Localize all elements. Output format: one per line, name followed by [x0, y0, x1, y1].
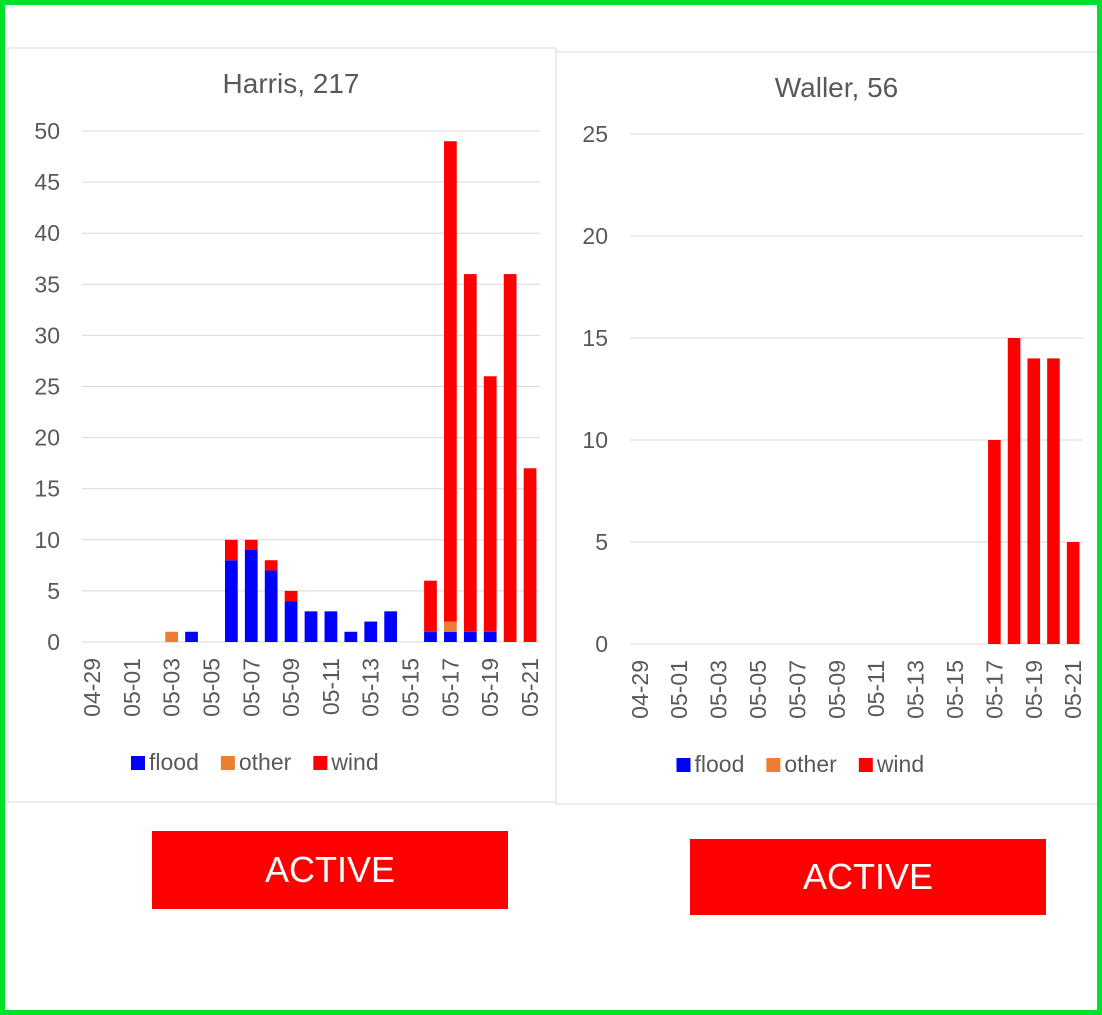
bar	[185, 631, 198, 642]
y-tick-label: 35	[34, 271, 60, 297]
bar	[1027, 358, 1041, 644]
x-tick-label: 05-13	[903, 660, 929, 719]
x-tick-label: 05-01	[666, 660, 692, 719]
y-tick-label: 10	[582, 427, 608, 453]
bar	[264, 570, 278, 642]
x-tick-label: 05-15	[942, 660, 968, 719]
bar	[503, 274, 517, 642]
x-tick-label: 05-07	[784, 660, 810, 719]
bar	[244, 550, 258, 642]
y-tick-label: 5	[47, 578, 60, 604]
bar	[1007, 338, 1021, 644]
legend-swatch	[676, 758, 691, 772]
x-tick-label: 05-21	[1060, 660, 1086, 719]
x-tick-label: 04-29	[79, 658, 105, 717]
legend-label: wind	[876, 751, 924, 777]
bar	[1066, 542, 1080, 644]
x-tick-label: 05-11	[863, 660, 889, 717]
x-tick-label: 05-09	[278, 658, 304, 717]
x-tick-label: 05-15	[398, 658, 424, 717]
y-tick-label: 20	[34, 425, 60, 451]
bar	[444, 631, 457, 642]
x-tick-label: 05-01	[119, 658, 145, 717]
y-tick-label: 15	[582, 325, 608, 351]
y-tick-label: 30	[34, 322, 60, 348]
bar	[424, 631, 437, 642]
bar	[324, 611, 338, 642]
bar	[224, 539, 238, 561]
x-tick-label: 05-17	[437, 658, 463, 717]
x-tick-label: 05-17	[981, 660, 1007, 719]
x-tick-label: 05-21	[517, 658, 543, 717]
bar	[988, 440, 1001, 644]
chart-title: Harris, 217	[223, 68, 360, 99]
legend-label: other	[784, 751, 837, 777]
bar	[244, 539, 258, 551]
y-tick-label: 10	[34, 527, 60, 553]
bar	[463, 631, 477, 642]
bar	[483, 631, 497, 642]
active-button[interactable]: ACTIVE	[152, 831, 508, 909]
bar	[384, 611, 398, 642]
x-tick-label: 05-19	[477, 658, 503, 717]
bar	[165, 631, 178, 642]
chart-panel	[555, 51, 1097, 805]
legend-label: flood	[695, 751, 745, 777]
bar	[364, 621, 378, 642]
y-tick-label: 50	[34, 118, 60, 144]
x-tick-label: 05-11	[318, 658, 344, 715]
x-tick-label: 05-13	[358, 658, 384, 717]
legend-swatch	[766, 758, 781, 772]
bar	[483, 376, 497, 632]
x-tick-label: 05-09	[824, 660, 850, 719]
active-button[interactable]: ACTIVE	[690, 839, 1046, 915]
bar	[284, 601, 298, 642]
legend-swatch	[858, 758, 873, 772]
x-tick-label: 05-03	[706, 660, 732, 719]
x-tick-label: 05-07	[238, 658, 264, 717]
legend-swatch	[220, 756, 235, 770]
bar	[264, 560, 278, 571]
legend-swatch	[313, 756, 328, 770]
y-tick-label: 0	[595, 631, 608, 657]
y-tick-label: 20	[582, 223, 608, 249]
y-tick-label: 25	[34, 374, 60, 400]
bar	[284, 590, 298, 602]
x-tick-label: 05-05	[745, 660, 771, 719]
y-tick-label: 15	[34, 476, 60, 502]
bar	[424, 580, 437, 632]
y-tick-label: 0	[47, 629, 60, 655]
x-tick-label: 05-05	[198, 658, 224, 717]
y-tick-label: 45	[34, 169, 60, 195]
y-tick-label: 40	[34, 220, 60, 246]
bar	[444, 621, 457, 632]
bar	[1047, 358, 1060, 644]
legend-swatch	[131, 756, 145, 770]
legend-label: flood	[149, 749, 199, 775]
x-tick-label: 04-29	[627, 660, 653, 719]
chart-title: Waller, 56	[775, 72, 898, 103]
legend-label: wind	[330, 749, 378, 775]
bar	[224, 560, 238, 642]
x-tick-label: 05-19	[1021, 660, 1047, 719]
bar	[444, 141, 457, 622]
bar	[304, 611, 318, 642]
y-tick-label: 5	[595, 529, 608, 555]
bar	[344, 631, 358, 642]
x-tick-label: 05-03	[159, 658, 185, 717]
legend-label: other	[239, 749, 292, 775]
y-tick-label: 25	[582, 121, 608, 147]
bar	[463, 274, 477, 632]
bar	[523, 468, 537, 642]
